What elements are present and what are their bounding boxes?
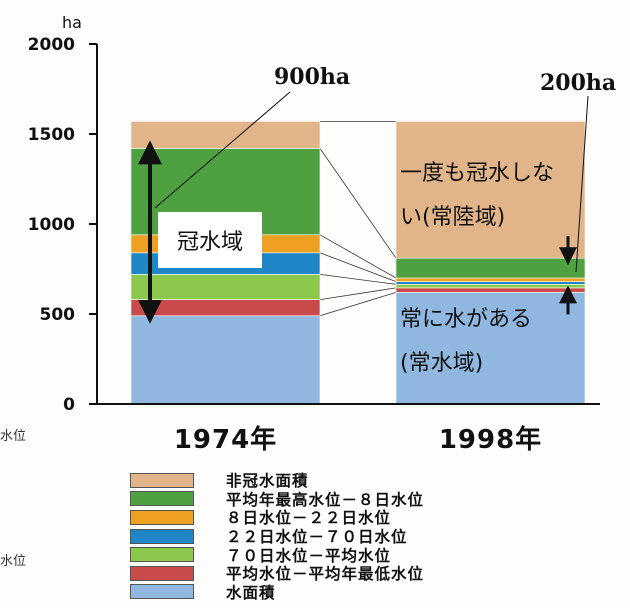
legend-label: 水面積 [226,583,276,602]
bar-segment [130,274,321,300]
y-tick-label: 2000 [28,35,75,55]
bar-segment [395,292,586,405]
bar-segment [130,121,321,149]
never-flooded-label-2: い(常陸域) [400,205,505,230]
annotation-900ha: 900ha [274,64,350,90]
legend-swatch [130,528,194,544]
connector-line [319,292,397,317]
flood-label-box [158,212,262,268]
y-unit-label: ha [62,13,82,32]
legend-label: 平均年最高水位－８日水位 [226,490,425,509]
side-text-1: 水位 [0,429,26,444]
callout-200ha-line [575,95,589,273]
bar-segment [395,121,586,259]
callout-900ha-line [154,91,291,209]
bar-segment [130,315,321,405]
connector-line [319,252,397,282]
bar-segment [395,277,586,282]
annotation-200ha: 200ha [540,70,616,96]
bar-segment [395,283,586,289]
bar-segment [395,281,586,285]
legend-label: 平均水位－平均年最低水位 [226,565,425,584]
legend-label: ２２日水位－７０日水位 [226,528,408,547]
legend-item: ７０日水位－平均水位 [130,545,610,565]
stacked-bar-chart: 0 500 1000 1500 2000 ha 1974年 1998年 冠水域 900ha 200… [0,13,616,455]
legend-label: ７０日水位－平均水位 [226,546,392,565]
never-flooded-label-1: 一度も冠水しな [400,161,554,186]
always-water-label-2: (常水域) [400,351,483,376]
y-tick-label: 1000 [28,215,75,235]
legend-item: 平均年最高水位－８日水位 [130,490,610,509]
connector-line [319,234,397,279]
side-text-2: 水位 [0,554,27,569]
legend-label: 非冠水面積 [226,472,309,491]
flood-area-label: 冠水域 [177,230,243,255]
connector-line [319,148,397,259]
bar-segment [130,299,321,317]
legend-swatch [130,491,194,507]
y-tick-label: 500 [40,305,76,325]
legend-swatch [130,472,194,488]
chart-legend: 非冠水面積 平均年最高水位－８日水位 ８日水位－２２日水位 ２２日水位－７０日水位 ７０… [130,471,610,602]
legend-swatch [130,509,194,525]
connector-line [319,274,397,285]
legend-item: 水面積 [130,583,610,602]
legend-item: ２２日水位－７０日水位 [130,527,610,546]
x-category-label: 1998年 [439,424,542,455]
legend-swatch [130,565,194,581]
always-water-label-1: 常に水がある [400,307,532,332]
y-tick-label: 1500 [28,125,75,145]
connector-line [319,287,397,300]
legend-item: 非冠水面積 [130,471,610,490]
legend-swatch [130,547,194,563]
legend-item: ８日水位－２２日水位 [130,508,610,527]
legend-swatch [130,584,194,600]
legend-label: ８日水位－２２日水位 [226,509,392,528]
bar-segment [395,287,586,293]
bar-segment [395,257,586,279]
legend-item: 平均水位－平均年最低水位 [130,564,610,583]
x-category-label: 1974年 [174,424,277,455]
y-tick-label: 0 [63,395,75,415]
